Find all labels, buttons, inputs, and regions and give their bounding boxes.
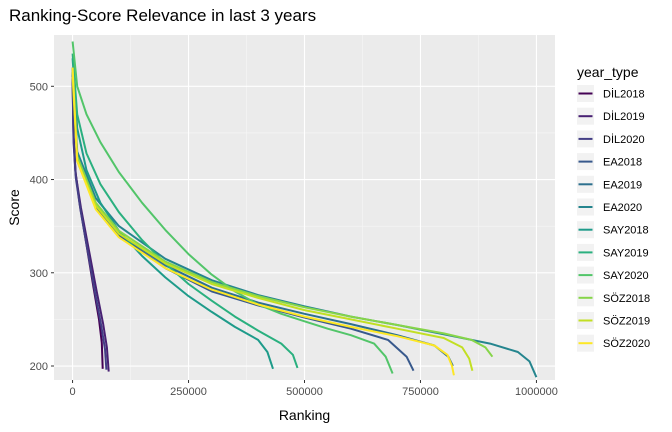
y-axis-title: Score bbox=[6, 189, 22, 226]
y-tick-label: 500 bbox=[30, 81, 48, 93]
legend-label: SAY2020 bbox=[603, 270, 649, 282]
legend-label: DİL2019 bbox=[603, 110, 645, 123]
legend-items: DİL2018 DİL2019 DİL2020 EA2018 EA2019 EA2020 S… bbox=[577, 85, 650, 352]
legend-label: SÖZ2018 bbox=[603, 293, 650, 305]
y-axis-ticks: 200 300 400 500 bbox=[30, 81, 54, 373]
x-tick-label: 500000 bbox=[286, 386, 323, 398]
x-tick-label: 250000 bbox=[170, 386, 207, 398]
x-axis-title: Ranking bbox=[279, 407, 330, 423]
y-tick-label: 200 bbox=[30, 361, 48, 373]
legend-label: SÖZ2019 bbox=[603, 316, 650, 328]
legend-label: EA2019 bbox=[603, 179, 642, 191]
x-axis-ticks: 0 250000 500000 750000 1000000 bbox=[69, 380, 557, 398]
legend-title: year_type bbox=[577, 64, 639, 80]
legend-label: SAY2018 bbox=[603, 225, 649, 237]
legend: year_type DİL2018 DİL2019 DİL2020 EA2018 EA2… bbox=[577, 64, 650, 352]
legend-label: EA2020 bbox=[603, 202, 642, 214]
x-tick-label: 0 bbox=[69, 386, 75, 398]
y-tick-label: 400 bbox=[30, 175, 48, 187]
legend-label: DİL2018 bbox=[603, 88, 645, 101]
legend-label: SÖZ2020 bbox=[603, 338, 650, 350]
legend-label: DİL2020 bbox=[603, 133, 645, 146]
x-tick-label: 750000 bbox=[402, 386, 439, 398]
x-tick-label: 1000000 bbox=[515, 386, 558, 398]
legend-label: SAY2019 bbox=[603, 247, 649, 259]
legend-label: EA2018 bbox=[603, 157, 642, 169]
chart-title: Ranking-Score Relevance in last 3 years bbox=[9, 6, 316, 25]
y-tick-label: 300 bbox=[30, 268, 48, 280]
